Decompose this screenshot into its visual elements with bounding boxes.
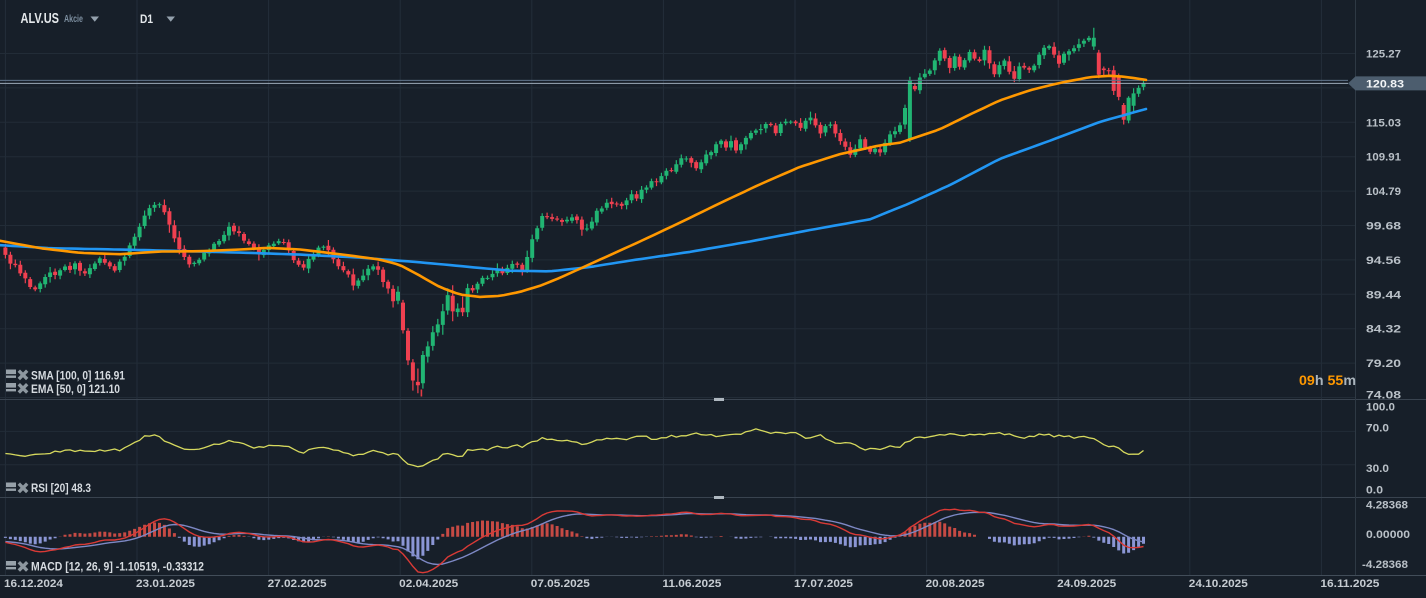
svg-text:120.83: 120.83 xyxy=(1366,79,1404,91)
svg-text:02.04.2025: 02.04.2025 xyxy=(399,578,458,590)
svg-text:79.20: 79.20 xyxy=(1366,358,1401,370)
svg-text:24.09.2025: 24.09.2025 xyxy=(1057,578,1116,590)
svg-text:89.44: 89.44 xyxy=(1366,289,1402,301)
svg-text:100.0: 100.0 xyxy=(1366,402,1395,414)
svg-text:EMA [50, 0] 121.10: EMA [50, 0] 121.10 xyxy=(31,384,120,396)
svg-text:84.32: 84.32 xyxy=(1366,324,1401,336)
svg-text:27.02.2025: 27.02.2025 xyxy=(268,578,327,590)
svg-text:09h 55m: 09h 55m xyxy=(1299,372,1356,388)
svg-text:RSI [20] 48.3: RSI [20] 48.3 xyxy=(31,483,91,495)
svg-text:20.08.2025: 20.08.2025 xyxy=(926,578,985,590)
svg-text:94.56: 94.56 xyxy=(1366,255,1401,267)
svg-text:11.06.2025: 11.06.2025 xyxy=(662,578,721,590)
svg-text:D1: D1 xyxy=(140,12,153,26)
svg-text:74.08: 74.08 xyxy=(1366,390,1401,402)
svg-text:0.00000: 0.00000 xyxy=(1366,529,1410,541)
svg-text:115.03: 115.03 xyxy=(1366,117,1401,129)
svg-text:SMA [100, 0] 116.91: SMA [100, 0] 116.91 xyxy=(31,371,126,383)
svg-text:70.0: 70.0 xyxy=(1366,423,1389,435)
svg-text:23.01.2025: 23.01.2025 xyxy=(136,578,195,590)
svg-text:104.79: 104.79 xyxy=(1366,186,1401,198)
svg-text:-4.28368: -4.28368 xyxy=(1362,559,1408,571)
svg-text:0.0: 0.0 xyxy=(1366,485,1383,497)
svg-text:16.11.2025: 16.11.2025 xyxy=(1320,578,1379,590)
svg-text:Akcie: Akcie xyxy=(64,14,83,25)
svg-text:17.07.2025: 17.07.2025 xyxy=(794,578,853,590)
svg-text:24.10.2025: 24.10.2025 xyxy=(1189,578,1248,590)
svg-text:4.28368: 4.28368 xyxy=(1366,500,1408,512)
svg-text:MACD [12, 26, 9] -1.10519, -: MACD [12, 26, 9] -1.10519, -0.33312 xyxy=(31,562,204,574)
svg-text:ALV.US: ALV.US xyxy=(21,10,60,27)
svg-text:16.12.2024: 16.12.2024 xyxy=(4,578,64,590)
svg-text:07.05.2025: 07.05.2025 xyxy=(531,578,590,590)
svg-text:30.0: 30.0 xyxy=(1366,463,1389,475)
svg-text:109.91: 109.91 xyxy=(1366,152,1401,164)
svg-text:99.68: 99.68 xyxy=(1366,220,1401,232)
svg-text:125.27: 125.27 xyxy=(1366,49,1401,61)
